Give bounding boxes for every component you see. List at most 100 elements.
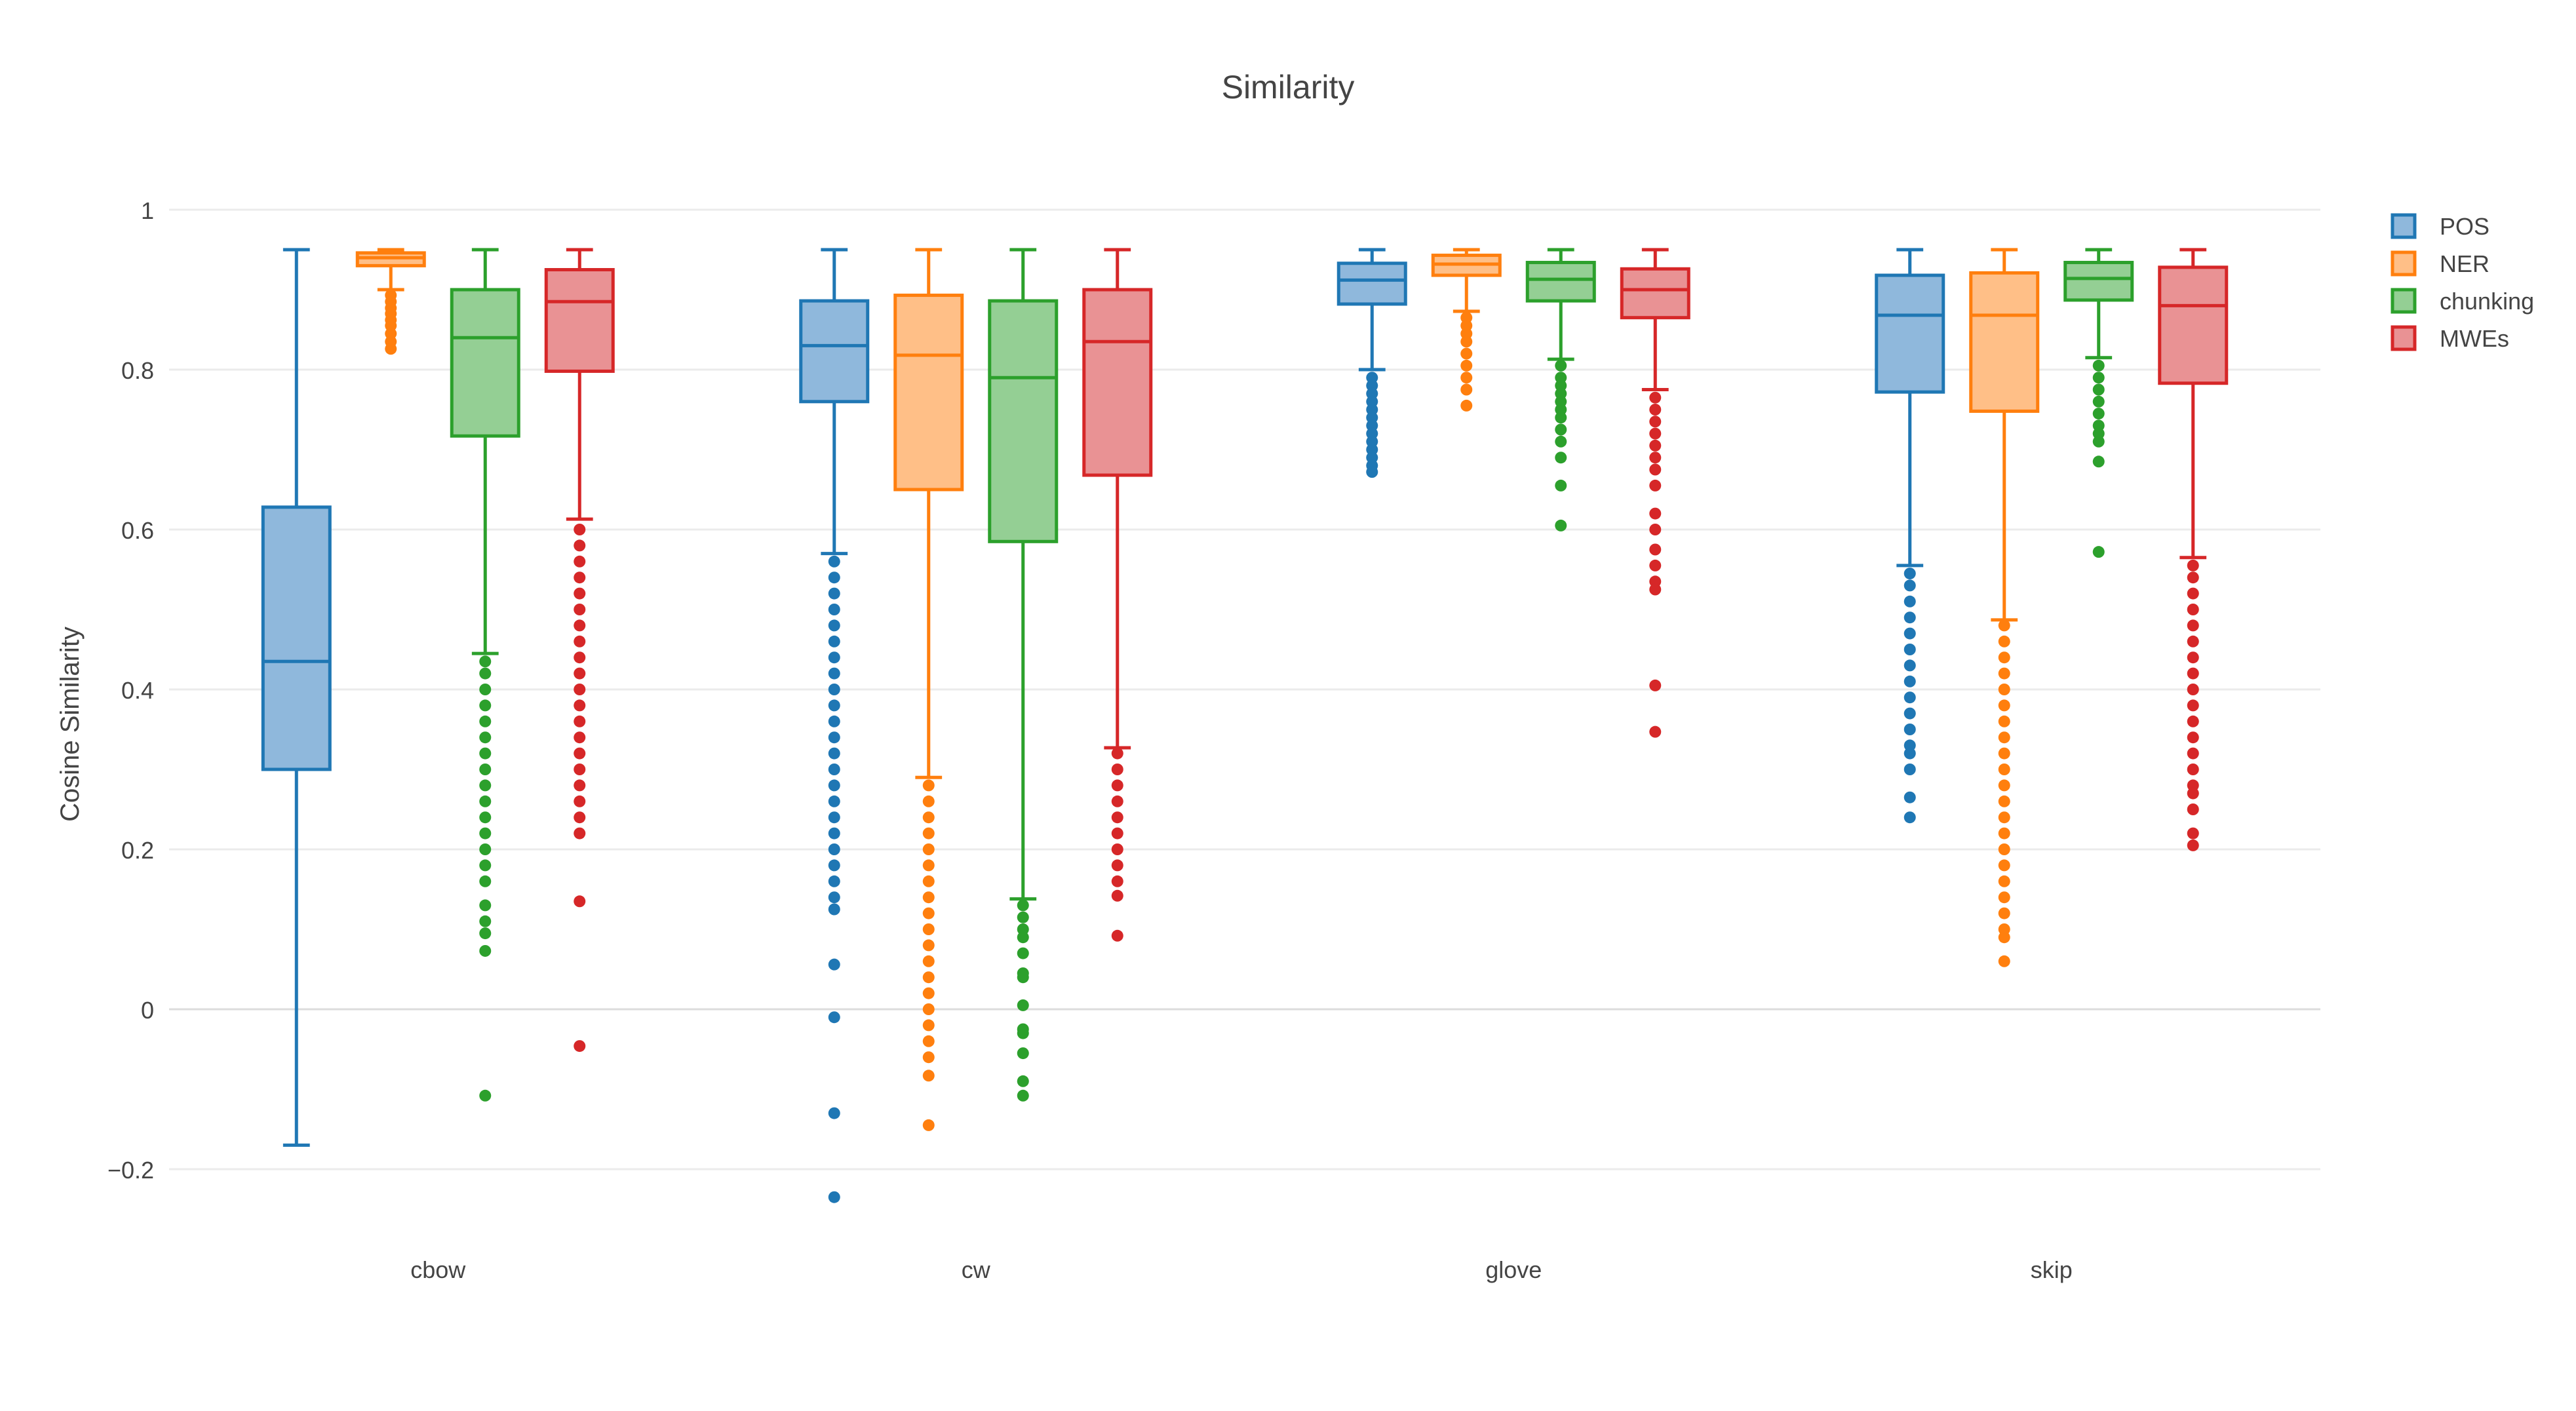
outlier-point [922,987,935,999]
outlier-point [2092,455,2105,468]
outlier-point [574,635,586,648]
outlier-point [479,667,492,680]
outlier-point [2187,699,2199,712]
iqr-box [2158,265,2229,385]
chart-title: Similarity [1222,69,1355,106]
outlier-point [574,524,586,535]
outlier-point [1017,971,1029,984]
outlier-point [574,604,586,615]
outlier-point [1649,427,1662,440]
outlier-point [828,1011,840,1024]
outlier-point [1903,811,1916,824]
outlier-point [1903,568,1916,580]
outlier-point [1998,843,2010,855]
outlier-point [574,684,586,695]
outlier-point [1998,875,2010,887]
outlier-point [922,1019,935,1032]
outlier-point [479,779,492,792]
outlier-point [1649,725,1662,738]
outlier-point [1903,691,1916,704]
outlier-point [1903,611,1916,624]
outlier-point [574,763,586,775]
outlier-point [1649,479,1662,492]
outlier-point [574,539,586,552]
series-pos-group [261,248,1945,1203]
y-tick-label: 0 [141,997,154,1024]
outlier-point [1903,791,1916,803]
outlier-point [1017,1047,1029,1060]
outlier-point [1017,947,1029,959]
outlier-point [479,944,492,957]
outlier-point [1998,667,2010,680]
outlier-point [828,604,840,615]
outlier-point [1903,595,1916,608]
outlier-point [574,715,586,727]
outlier-point [1460,399,1473,412]
outlier-point [479,859,492,872]
outlier-point [828,958,840,971]
outlier-point [1903,763,1916,775]
outlier-point [828,555,840,568]
outlier-point [922,795,935,807]
box-ner-skip [1969,248,2040,967]
outlier-point [1111,747,1123,760]
outlier-point [2092,408,2105,420]
outlier-point [922,1070,935,1082]
outlier-point [828,747,840,760]
axis-layer: 1 0.8 0.6 0.4 0.2 0 −0.2 cbow cw glove skip [107,197,2073,1283]
box-ner-glove [1431,248,1502,412]
outlier-point [828,875,840,887]
outlier-point [479,915,492,927]
outlier-point [1649,524,1662,535]
legend-item-chunking: chunking [2391,288,2534,315]
iqr-box [2063,261,2134,302]
x-tick-label: glove [1485,1256,1542,1283]
outlier-point [1649,404,1662,416]
outlier-point [828,715,840,727]
outlier-point [1017,899,1029,912]
outlier-point [922,1003,935,1015]
outlier-point [2092,383,2105,396]
box-ner-cw [893,248,964,1131]
outlier-point [1111,779,1123,792]
outlier-point [479,899,492,912]
outlier-point [2187,803,2199,815]
outlier-point [574,779,586,792]
outlier-point [1555,519,1567,532]
outlier-point [479,811,492,824]
outlier-point [1649,543,1662,556]
outlier-point [2187,559,2199,571]
outlier-point [922,1119,935,1131]
outlier-point [1555,412,1567,424]
outlier-point [828,699,840,712]
outlier-point [479,927,492,940]
outlier-point [1998,795,2010,807]
x-tick-label: cbow [410,1256,466,1283]
outlier-point [2187,635,2199,648]
y-tick-label: 0.8 [121,357,154,384]
outlier-point [1998,779,2010,792]
outlier-point [922,891,935,904]
outlier-point [2092,546,2105,558]
outlier-point [479,795,492,807]
outlier-point [1111,763,1123,775]
outlier-point [574,651,586,664]
box-mwes-glove [1620,248,1690,738]
outlier-point [2187,571,2199,584]
outlier-point [1998,747,2010,760]
x-tick-label: skip [2031,1256,2073,1283]
outlier-point [1998,731,2010,744]
outlier-point [828,795,840,807]
outlier-point [1111,811,1123,824]
outlier-point [828,1191,840,1203]
outlier-point [1998,684,2010,695]
outlier-point [922,1051,935,1064]
outlier-point [1555,435,1567,448]
outlier-point [479,843,492,855]
outlier-point [1017,911,1029,923]
outlier-point [922,875,935,887]
outlier-point [828,651,840,664]
box-mwes-cbow [544,248,615,1053]
